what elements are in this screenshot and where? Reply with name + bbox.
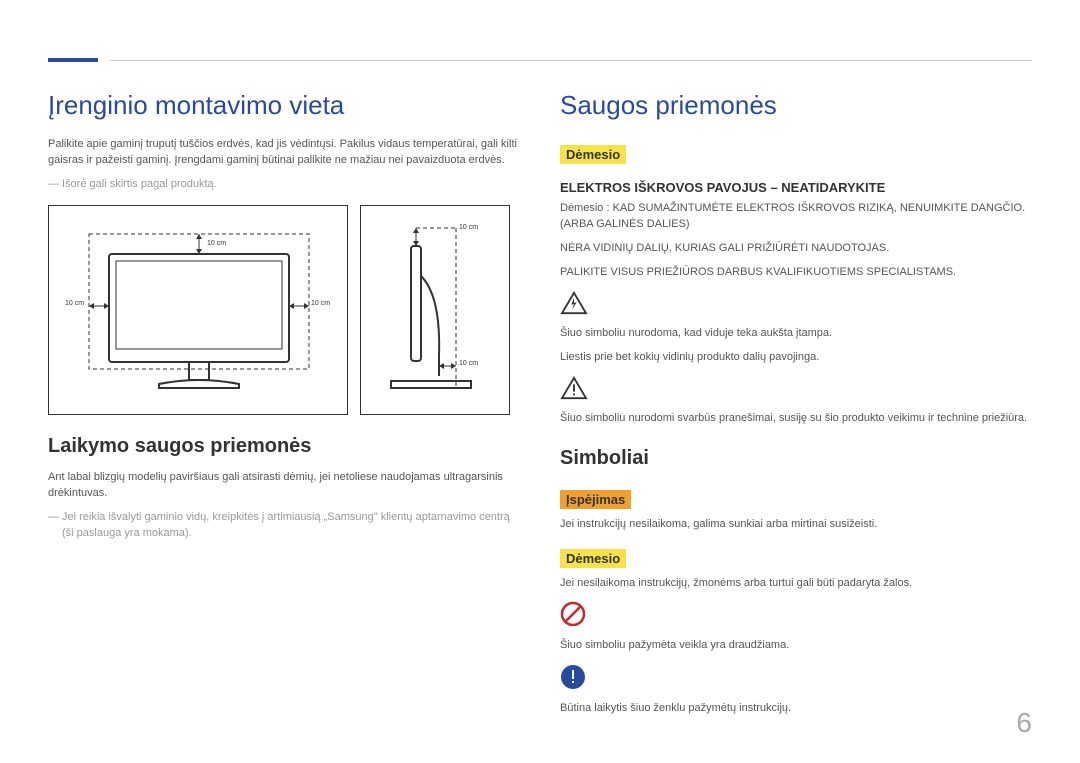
caution-tag-1: Dėmesio bbox=[560, 145, 626, 164]
header-accent-bar bbox=[48, 58, 98, 62]
right-p10: Būtina laikytis šiuo ženklu pažymėtų ins… bbox=[560, 701, 1032, 717]
right-p2: NĖRA VIDINIŲ DALIŲ, KURIAS GALI PRIŽIŪRĖ… bbox=[560, 241, 1032, 257]
right-p9: Šiuo simboliu pažymėta veikla yra draudž… bbox=[560, 638, 1032, 654]
left-heading: Įrenginio montavimo vieta bbox=[48, 90, 520, 121]
monitor-side-svg bbox=[361, 206, 511, 416]
sub-heading: ELEKTROS IŠKROVOS PAVOJUS – NEATIDARYKIT… bbox=[560, 180, 1032, 195]
right-p3: PALIKITE VISUS PRIEŽIŪROS DARBUS KVALIFI… bbox=[560, 265, 1032, 281]
content-columns: Įrenginio montavimo vieta Palikite apie … bbox=[48, 90, 1032, 725]
left-p1: Palikite apie gaminį truputį tuščios erd… bbox=[48, 137, 520, 169]
label-side-right: 10 cm bbox=[459, 360, 478, 367]
header-rule bbox=[110, 60, 1032, 61]
warning-tag: Įspėjimas bbox=[560, 490, 631, 509]
shock-triangle-icon bbox=[560, 291, 588, 315]
right-p4: Šiuo simboliu nurodoma, kad viduje teka … bbox=[560, 326, 1032, 342]
prohibit-circle-icon bbox=[560, 601, 586, 627]
label-side-top: 10 cm bbox=[459, 224, 478, 231]
shock-icon-row bbox=[560, 291, 1032, 320]
right-p1: Dėmesio : KAD SUMAŽINTUMĖTE ELEKTROS IŠK… bbox=[560, 201, 1032, 233]
diagram-front: 10 cm 10 cm 10 cm bbox=[48, 205, 348, 415]
left-column: Įrenginio montavimo vieta Palikite apie … bbox=[48, 90, 520, 725]
page-number: 6 bbox=[1016, 707, 1032, 739]
diagram-row: 10 cm 10 cm 10 cm bbox=[48, 205, 520, 415]
left-note1: Išorė gali skirtis pagal produktą. bbox=[48, 177, 520, 193]
right-heading: Saugos priemonės bbox=[560, 90, 1032, 121]
exclaim-triangle-icon bbox=[560, 376, 588, 400]
right-h2: Simboliai bbox=[560, 447, 1032, 470]
label-left: 10 cm bbox=[65, 300, 84, 307]
right-p5: Liestis prie bet kokių vidinių produkto … bbox=[560, 350, 1032, 366]
caution-tag-2: Dėmesio bbox=[560, 549, 626, 568]
mandatory-icon-row bbox=[560, 664, 1032, 695]
prohibit-icon-row bbox=[560, 601, 1032, 632]
monitor-front-svg bbox=[49, 206, 349, 416]
left-p2: Ant labai blizgių modelių paviršiaus gal… bbox=[48, 470, 520, 502]
right-p7: Jei instrukcijų nesilaikoma, galima sunk… bbox=[560, 517, 1032, 533]
label-top: 10 cm bbox=[207, 240, 226, 247]
right-p8: Jei nesilaikoma instrukcijų, žmonėms arb… bbox=[560, 576, 1032, 592]
right-column: Saugos priemonės Dėmesio ELEKTROS IŠKROV… bbox=[560, 90, 1032, 725]
warn-icon-row bbox=[560, 376, 1032, 405]
left-note2: Jei reikia išvalyti gaminio vidų, kreipk… bbox=[48, 510, 520, 542]
mandatory-circle-icon bbox=[560, 664, 586, 690]
label-right: 10 cm bbox=[311, 300, 330, 307]
right-p6: Šiuo simboliu nurodomi svarbūs pranešima… bbox=[560, 411, 1032, 427]
diagram-side: 10 cm 10 cm bbox=[360, 205, 510, 415]
left-h2: Laikymo saugos priemonės bbox=[48, 435, 520, 458]
